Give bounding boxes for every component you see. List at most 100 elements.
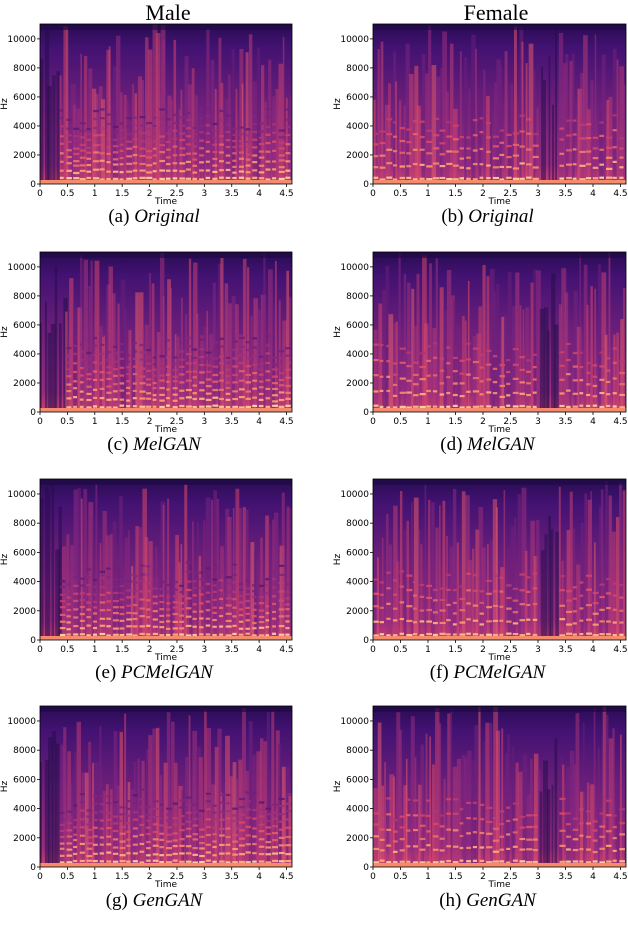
y-tick-label: 0 — [30, 863, 36, 873]
y-tick-label: 6000 — [346, 93, 369, 103]
x-tick-label: 1 — [92, 872, 98, 882]
y-tick-label: 0 — [363, 180, 369, 190]
x-tick-label: 0 — [370, 645, 376, 655]
x-tick-label: 2 — [147, 872, 153, 882]
y-tick-label: 0 — [363, 863, 369, 873]
x-tick-label: 2.5 — [170, 872, 184, 882]
y-tick-label: 0 — [363, 408, 369, 418]
x-tick-label: 1.5 — [448, 872, 462, 882]
x-tick-label: 1 — [425, 417, 431, 427]
x-tick-label: 2 — [147, 189, 153, 199]
y-tick-label: 8000 — [346, 64, 369, 74]
x-tick-label: 0 — [370, 417, 376, 427]
spectrogram-panel-melgan-male: 0 2000 4000 6000 8000 10000 0 0.5 1 1.5 2 2.5 3 3.5 4 4… — [0, 251, 294, 435]
y-tick-label: 6000 — [13, 775, 36, 785]
y-tick-label: 10000 — [7, 263, 36, 273]
x-tick-label: 4.5 — [279, 645, 293, 655]
spectrogram-image — [40, 252, 292, 412]
x-tick-label: 3 — [535, 189, 541, 199]
y-tick-label: 8000 — [346, 746, 369, 756]
y-tick-label: 8000 — [13, 64, 36, 74]
x-tick-label: 0 — [37, 417, 43, 427]
y-tick-label: 6000 — [346, 548, 369, 558]
x-tick-label: 3.5 — [225, 872, 239, 882]
x-axis-label: Time — [487, 880, 510, 890]
x-tick-label: 1 — [92, 417, 98, 427]
x-axis-label: Time — [154, 197, 177, 207]
x-tick-label: 4.5 — [613, 417, 627, 427]
x-tick-label: 4 — [256, 417, 262, 427]
caption-label: (g) — [105, 890, 133, 911]
x-tick-label: 1 — [425, 872, 431, 882]
x-tick-label: 4 — [256, 645, 262, 655]
x-tick-label: 0.5 — [393, 189, 407, 199]
x-tick-label: 2.5 — [503, 872, 517, 882]
spectrogram-panel-original-female: 0 2000 4000 6000 8000 10000 0 0.5 1 1.5 2 2.5 3 3.5 4 4… — [333, 23, 628, 207]
x-tick-label: 0.5 — [393, 872, 407, 882]
y-tick-label: 0 — [30, 636, 36, 646]
x-tick-label: 4.5 — [613, 189, 627, 199]
x-axis-label: Time — [487, 197, 510, 207]
y-tick-label: 4000 — [346, 578, 369, 588]
x-tick-label: 3.5 — [558, 189, 572, 199]
x-tick-label: 1 — [92, 645, 98, 655]
spectrogram-image — [40, 24, 292, 184]
x-tick-label: 0.5 — [60, 189, 74, 199]
x-tick-label: 2 — [147, 417, 153, 427]
spectrogram-panel-original-male: 0 2000 4000 6000 8000 10000 0 0.5 1 1.5 2 2.5 3 3.5 4 4… — [0, 23, 294, 207]
x-tick-label: 4.5 — [279, 872, 293, 882]
spectrogram-panel-gengan-female: 0 2000 4000 6000 8000 10000 0 0.5 1 1.5 2 2.5 3 3.5 4 4… — [333, 705, 628, 890]
x-tick-label: 2 — [480, 645, 486, 655]
y-axis-label: Hz — [333, 780, 343, 792]
panel-caption: (e) PCMelGAN — [24, 662, 284, 684]
y-tick-label: 10000 — [340, 35, 369, 45]
y-tick-label: 0 — [363, 636, 369, 646]
caption-label: (b) — [441, 206, 469, 227]
y-tick-label: 10000 — [7, 35, 36, 45]
plot-frame — [39, 478, 293, 641]
x-tick-label: 4 — [256, 189, 262, 199]
y-tick-label: 2000 — [13, 607, 36, 617]
plot-frame — [372, 251, 627, 413]
x-tick-label: 4 — [590, 189, 596, 199]
x-axis-label: Time — [487, 425, 510, 435]
y-tick-label: 2000 — [13, 379, 36, 389]
x-tick-label: 4 — [590, 872, 596, 882]
x-tick-label: 3.5 — [558, 417, 572, 427]
x-tick-label: 4.5 — [279, 189, 293, 199]
x-axis-label: Time — [154, 653, 177, 663]
x-tick-label: 4.5 — [279, 417, 293, 427]
x-tick-label: 1.5 — [448, 645, 462, 655]
plot-frame — [39, 705, 293, 868]
x-tick-label: 3 — [535, 417, 541, 427]
x-tick-label: 3.5 — [225, 417, 239, 427]
caption-label: (c) — [107, 434, 134, 455]
y-tick-label: 8000 — [346, 519, 369, 529]
y-tick-label: 4000 — [346, 122, 369, 132]
y-tick-label: 2000 — [13, 151, 36, 161]
y-tick-label: 6000 — [13, 93, 36, 103]
panel-caption: (h) GenGAN — [358, 890, 618, 912]
y-tick-label: 2000 — [346, 834, 369, 844]
x-tick-label: 4.5 — [613, 872, 627, 882]
x-tick-label: 1.5 — [115, 417, 129, 427]
y-tick-label: 0 — [30, 180, 36, 190]
y-axis-label: Hz — [0, 98, 10, 110]
x-tick-label: 1.5 — [448, 417, 462, 427]
x-tick-label: 0 — [37, 645, 43, 655]
y-tick-label: 2000 — [346, 151, 369, 161]
x-tick-label: 0 — [370, 189, 376, 199]
x-tick-label: 1 — [92, 189, 98, 199]
spectrogram-image — [373, 252, 626, 412]
spectrogram-image — [40, 479, 292, 640]
x-tick-label: 3.5 — [558, 645, 572, 655]
y-tick-label: 6000 — [13, 548, 36, 558]
x-tick-label: 3 — [201, 189, 207, 199]
x-axis-label: Time — [487, 653, 510, 663]
plot-frame — [372, 705, 627, 868]
caption-model-name: Original — [134, 206, 200, 227]
x-tick-label: 0 — [370, 872, 376, 882]
y-tick-label: 2000 — [346, 607, 369, 617]
caption-label: (e) — [95, 662, 121, 683]
caption-model-name: GenGAN — [132, 890, 203, 911]
